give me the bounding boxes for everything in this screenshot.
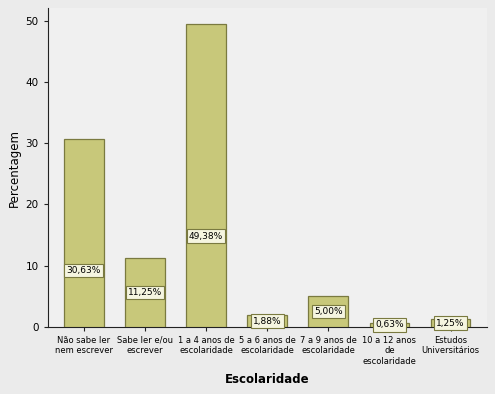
Bar [308,296,348,327]
Y-axis label: Percentagem: Percentagem [8,128,21,206]
Text: 5,00%: 5,00% [314,307,343,316]
Bar [64,139,103,327]
Text: 11,25%: 11,25% [128,288,162,297]
X-axis label: Escolaridade: Escolaridade [225,373,309,386]
Text: 1,25%: 1,25% [436,319,465,327]
Text: 1,88%: 1,88% [253,317,282,325]
Bar [248,315,287,327]
Bar [186,24,226,327]
Bar [431,319,470,327]
Text: 0,63%: 0,63% [375,320,404,329]
Bar [370,323,409,327]
Text: 30,63%: 30,63% [67,266,101,275]
Text: 49,38%: 49,38% [189,232,223,241]
Bar [125,258,165,327]
